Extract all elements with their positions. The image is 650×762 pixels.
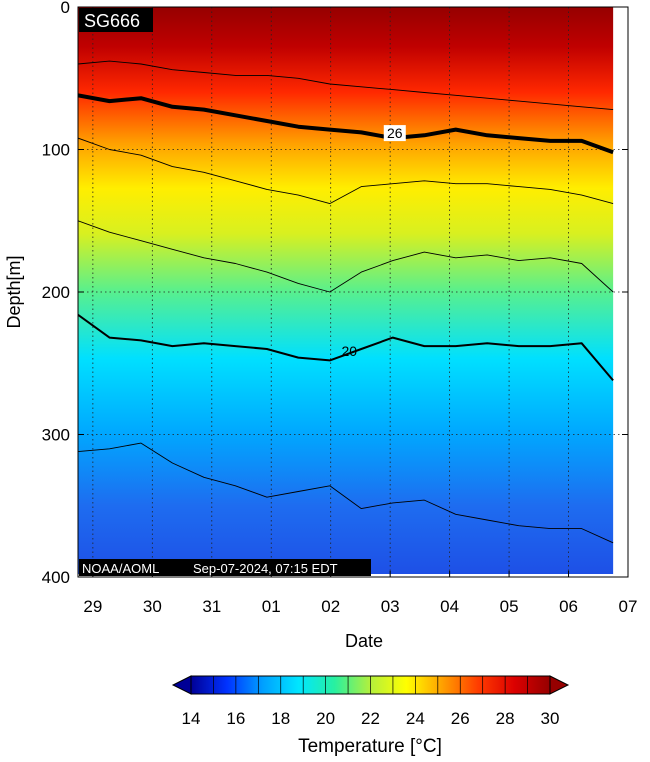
x-tick-label: 29 — [83, 597, 102, 616]
x-tick-label: 07 — [619, 597, 638, 616]
isotherm-26 — [78, 93, 614, 155]
temperature-field — [78, 7, 614, 574]
glider-badge-bg — [79, 8, 153, 32]
isotherm-label: 26 — [387, 125, 403, 141]
colorbar-tick-label: 20 — [316, 709, 335, 728]
y-tick-label: 200 — [42, 283, 70, 302]
y-tick-label: 100 — [42, 141, 70, 160]
isotherm-label: 20 — [342, 343, 358, 359]
x-tick-label: 02 — [321, 597, 340, 616]
y-axis-label: Depth[m] — [4, 255, 24, 328]
colorbar-tick-label: 22 — [361, 709, 380, 728]
colorbar-tick-label: 24 — [406, 709, 425, 728]
isotherm-lines: 26 20 — [78, 60, 614, 544]
x-tick-label: 04 — [440, 597, 459, 616]
colorbar-label: Temperature [°C] — [298, 736, 442, 757]
grid-lines — [78, 7, 629, 577]
colorbar-tick-label: 30 — [541, 709, 560, 728]
footer-timestamp: Sep-07-2024, 07:15 EDT — [193, 561, 338, 576]
isotherm-22 — [78, 220, 614, 293]
colorbar: 14 16 18 20 22 24 26 28 30 — [171, 675, 570, 728]
colorbar-tick-label: 16 — [226, 709, 245, 728]
isotherm-label-bg — [383, 125, 406, 142]
footer-source: NOAA/AOML — [82, 561, 159, 576]
footer-band — [79, 559, 371, 576]
colorbar-tick-label: 14 — [182, 709, 201, 728]
x-tick-label: 31 — [202, 597, 221, 616]
y-tick-label: 400 — [42, 568, 70, 587]
x-axis-label: Date — [345, 631, 383, 651]
x-tick-label: 06 — [559, 597, 578, 616]
isotherm-24 — [78, 137, 614, 205]
colorbar-tick-label: 18 — [271, 709, 290, 728]
colorbar-tick-label: 26 — [451, 709, 470, 728]
x-tick-label: 05 — [500, 597, 519, 616]
y-tick-label: 300 — [42, 426, 70, 445]
glider-id: SG666 — [84, 11, 140, 31]
isotherm-20 — [78, 313, 614, 382]
axis-ticks: 29 30 31 01 02 03 04 05 06 07 0 100 200 300 400 — [42, 0, 638, 616]
isotherm-28 — [78, 60, 614, 111]
colorbar-tick-label: 28 — [496, 709, 515, 728]
isotherm-18 — [78, 442, 614, 544]
x-tick-label: 03 — [381, 597, 400, 616]
colorbar-min-arrow — [171, 675, 192, 695]
x-tick-label: 30 — [143, 597, 162, 616]
x-tick-label: 01 — [262, 597, 281, 616]
y-tick-label: 0 — [61, 0, 70, 17]
colorbar-max-arrow — [549, 675, 570, 695]
